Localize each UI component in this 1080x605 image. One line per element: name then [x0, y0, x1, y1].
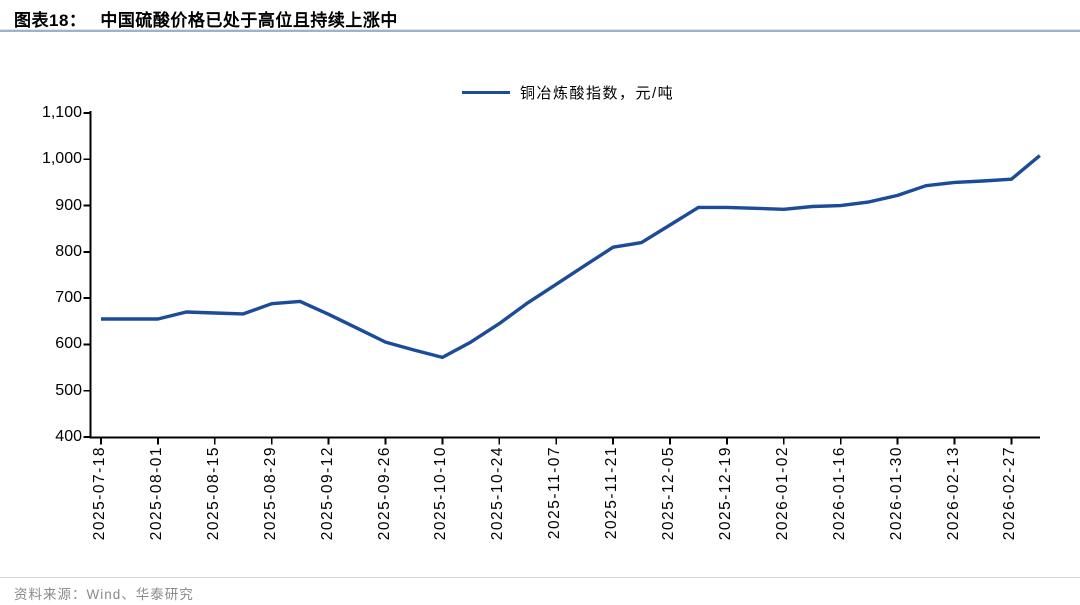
x-axis-tick-label: 2025-07-18 — [91, 446, 108, 541]
x-axis-tick-label: 2025-08-01 — [147, 446, 165, 541]
x-axis-tick-label: 2025-08-15 — [204, 446, 222, 541]
x-axis-tick-label: 2025-11-21 — [603, 446, 621, 540]
x-axis-tick-label: 2025-08-29 — [261, 446, 279, 541]
x-axis-tick-label: 2025-12-19 — [716, 446, 734, 541]
x-axis-tick-label: 2025-10-10 — [432, 446, 450, 541]
footer-divider — [0, 577, 1080, 578]
y-axis-tick-label: 1,000 — [41, 150, 82, 168]
y-axis-tick-label: 400 — [55, 428, 82, 445]
figure-number: 图表18： — [14, 11, 87, 30]
x-axis-tick-label: 2025-09-12 — [318, 446, 336, 541]
y-axis-tick-label: 700 — [55, 289, 82, 307]
source-note: 资料来源：Wind、华泰研究 — [14, 587, 194, 602]
x-axis-tick-label: 2025-12-05 — [660, 446, 677, 541]
x-axis-tick-label: 2026-02-27 — [1001, 446, 1019, 541]
figure-title: 图表18： 中国硫酸价格已处于高位且持续上涨中 — [14, 6, 398, 31]
x-axis-tick-label: 2025-11-07 — [546, 446, 564, 540]
chart-legend: 铜冶炼酸指数，元/吨 — [462, 82, 674, 103]
title-divider — [0, 29, 1080, 32]
figure-title-text: 中国硫酸价格已处于高位且持续上涨中 — [100, 11, 398, 30]
x-axis-tick-label: 2025-09-26 — [375, 446, 393, 541]
x-axis-tick-label: 2025-10-24 — [489, 446, 507, 541]
series-line — [101, 154, 1041, 360]
y-axis-tick-label: 500 — [55, 381, 82, 399]
y-axis-tick-label: 600 — [55, 335, 82, 353]
x-axis-tick-label: 2026-01-30 — [887, 446, 905, 541]
y-axis-tick-label: 900 — [55, 196, 82, 214]
legend-line-swatch — [462, 90, 510, 95]
x-axis-tick-label: 2026-01-02 — [773, 446, 791, 541]
y-axis-tick-label: 800 — [55, 242, 82, 260]
y-axis-tick-label: 1,100 — [41, 104, 82, 121]
legend-series-label: 铜冶炼酸指数，元/吨 — [520, 85, 675, 102]
x-axis-tick-label: 2026-02-13 — [944, 446, 962, 541]
x-axis-tick-label: 2026-01-16 — [830, 446, 848, 541]
